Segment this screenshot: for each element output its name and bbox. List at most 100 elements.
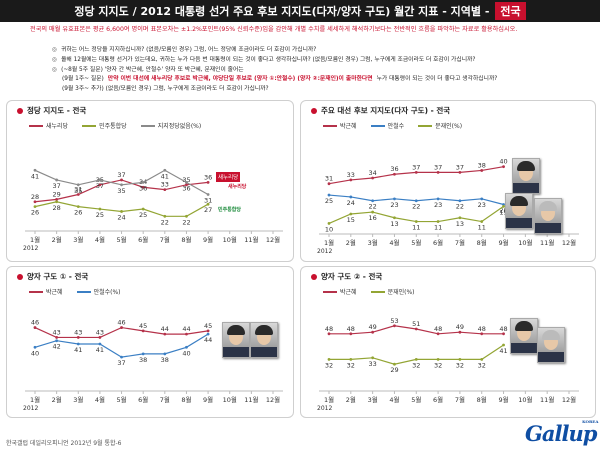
data-point (120, 326, 123, 329)
data-point (98, 342, 102, 346)
x-tick-label: 12월 (266, 395, 280, 404)
question-text: (9월 3주~ 추가) (없음/모름인 경우) 그럼, 누구에게 조금이라도 더… (62, 86, 269, 93)
data-point (458, 170, 462, 174)
x-tick-label: 4월 (389, 238, 399, 247)
question-bullet: ◎ (52, 66, 58, 73)
data-point (98, 183, 102, 187)
data-label: 34 (368, 169, 376, 177)
data-point (502, 332, 505, 336)
legend-swatch (29, 124, 43, 127)
legend-item: 새누리당 (29, 121, 68, 130)
data-label: 42 (52, 343, 60, 351)
data-point (120, 178, 123, 182)
data-label: 26 (31, 209, 39, 217)
data-point (141, 207, 145, 211)
legend-label: 박근혜 (340, 123, 357, 130)
legend-item: 박근혜 (323, 121, 357, 130)
data-label: 32 (347, 361, 355, 369)
data-label: 35 (117, 187, 125, 195)
x-tick-label: 5월 (116, 235, 126, 244)
data-label: 22 (182, 218, 190, 226)
data-point (414, 220, 418, 223)
legend-swatch (323, 290, 337, 293)
chart-multi: 1월 2월 3월 4월 5월 6월 7월 8월 9월 10월 11월 12월 2012 31 33 34 36 3… (317, 158, 579, 255)
data-label: 26 (74, 209, 82, 217)
legend-swatch (418, 124, 433, 127)
data-label: 40 (499, 158, 507, 166)
data-label: 29 (390, 366, 398, 374)
data-point (163, 214, 167, 218)
data-label: 23 (478, 201, 486, 209)
legend-label: 안철수 (387, 123, 405, 130)
data-point (502, 165, 505, 169)
x-tick-label: 11월 (540, 238, 554, 247)
data-point (393, 216, 396, 220)
x-tick-label: 1월 (324, 238, 334, 247)
data-label: 11 (478, 224, 486, 232)
chart-legend: 박근혜 안철수 문재인(%) (323, 121, 462, 130)
candidate-photo-park (512, 158, 540, 194)
x-tick-label: 12월 (562, 238, 576, 247)
data-label: 38 (161, 356, 169, 364)
data-point (349, 195, 353, 199)
data-point (185, 214, 188, 218)
x-tick-label: 10월 (223, 235, 237, 244)
data-point (458, 358, 462, 361)
question-text: (~8월 5주 질문) '양자 간 박근혜, 안철수' 양자 또 박근혜, 문재… (61, 66, 244, 73)
question-text-post: 누가 대통령이 되는 것이 더 좋다고 생각하십니까? (376, 76, 498, 83)
data-point (76, 193, 80, 196)
data-point (436, 220, 440, 223)
data-point (76, 183, 80, 187)
x-tick-label: 8월 (181, 395, 191, 404)
legend-label: 지지정당없음(%) (157, 123, 202, 130)
bullet-icon (17, 107, 23, 114)
data-point (163, 332, 167, 336)
x-tick-label: 7월 (455, 395, 465, 404)
intro-note: 전국의 매월 유효표본은 평균 6,600여 명이며 표본오차는 ±1.2%포인… (30, 26, 518, 33)
data-label: 44 (161, 325, 169, 333)
data-label: 36 (139, 184, 147, 192)
legend-label: 문재인(%) (435, 123, 463, 130)
data-label: 40 (31, 349, 39, 357)
data-label: 44 (204, 336, 212, 344)
x-tick-label: 7월 (455, 238, 465, 247)
data-point (436, 197, 440, 201)
data-label: 31 (325, 175, 333, 183)
legend-item: 문재인(%) (370, 287, 415, 296)
question-list: ◎ 귀하는 어느 정당을 지지하십니까? (없음/모름인 경우) 그럼, 어느 … (52, 46, 582, 95)
data-point (163, 352, 167, 356)
data-label: 41 (161, 172, 169, 180)
question-item: ◎ (~8월 5주 질문) '양자 간 박근혜, 안철수' 양자 또 박근혜, … (52, 66, 582, 76)
data-label: 16 (368, 214, 376, 222)
data-label: 19 (499, 208, 507, 216)
data-label: 25 (325, 197, 333, 205)
data-label: 38 (139, 356, 147, 364)
x-tick-label: 12월 (266, 235, 280, 244)
footer-note: 한국갤럽 데일리오피니언 2012년 9월 통합-6 (6, 440, 122, 447)
data-point (458, 199, 462, 203)
data-point (436, 358, 440, 361)
header-bar: 정당 지지도 / 2012 대통령 선거 주요 후보 지지도(다자/양자 구도)… (0, 0, 600, 22)
x-tick-label: 10월 (518, 395, 532, 404)
x-tick-label: 4월 (389, 395, 399, 404)
data-point (393, 197, 396, 201)
data-label: 48 (478, 325, 486, 333)
candidate-photo-park (222, 322, 250, 358)
x-tick-label: 10월 (223, 395, 237, 404)
legend-label: 박근혜 (46, 289, 63, 296)
legend-item: 안철수 (370, 121, 405, 130)
data-point (502, 343, 505, 347)
x-tick-label: 9월 (498, 395, 508, 404)
data-point (98, 207, 102, 211)
x-tick-label: 9월 (498, 238, 508, 247)
legend-item: 박근혜 (29, 287, 63, 296)
data-point (436, 170, 440, 174)
data-label: 37 (96, 182, 104, 190)
data-label: 27 (204, 206, 212, 214)
data-label: 32 (325, 361, 333, 369)
data-point (393, 172, 396, 176)
data-point (141, 185, 145, 189)
x-tick-label: 11월 (244, 235, 258, 244)
x-tick-label: 10월 (518, 238, 532, 247)
data-label: 28 (52, 204, 60, 212)
